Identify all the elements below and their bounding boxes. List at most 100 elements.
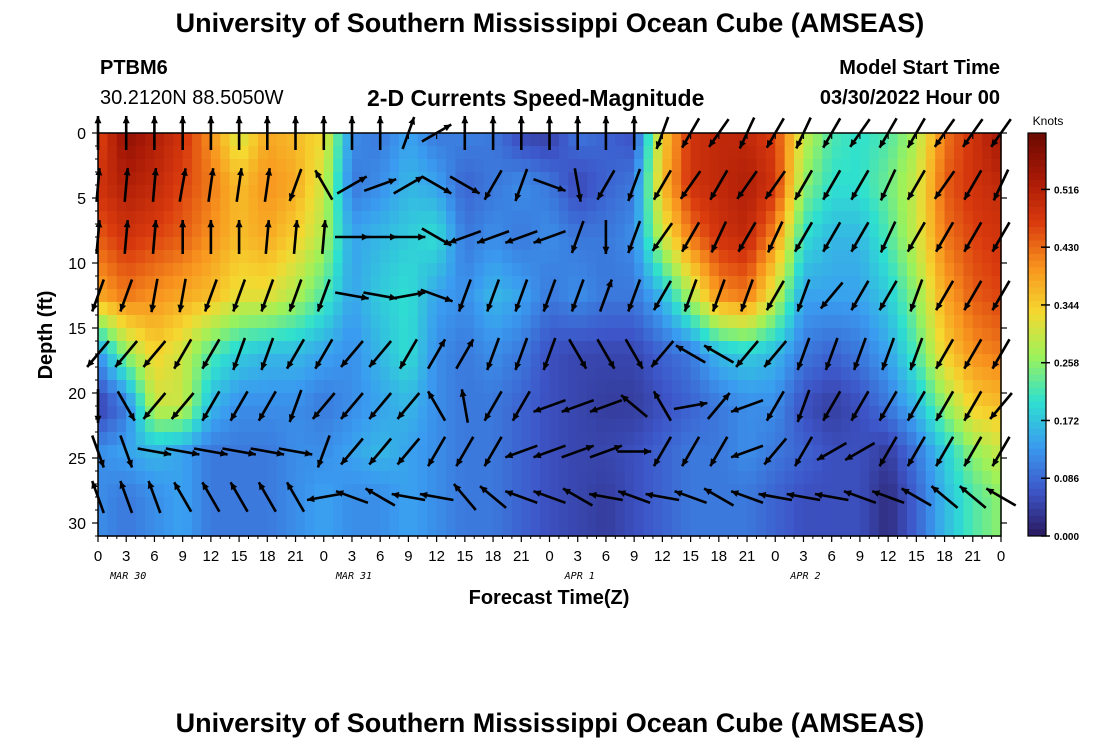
heat-cell [417, 406, 428, 420]
heat-cell [982, 198, 993, 212]
heat-cell [145, 458, 156, 472]
heat-cell [427, 211, 438, 225]
heat-cell [991, 497, 1002, 511]
heat-cell [295, 237, 306, 251]
vector-head [934, 139, 942, 147]
heat-cell [897, 445, 908, 459]
heat-cell [248, 237, 259, 251]
heat-cell [370, 172, 381, 186]
heat-cell [718, 263, 729, 277]
heat-cell [756, 289, 767, 303]
heat-cell [775, 471, 786, 485]
heat-cell [652, 172, 663, 186]
heat-cell [314, 146, 325, 160]
heat-cell [342, 276, 353, 290]
heat-cell [464, 367, 475, 381]
heat-cell [747, 250, 758, 264]
heat-cell [615, 315, 626, 329]
heat-cell [446, 445, 457, 459]
vector-head [959, 486, 968, 494]
heat-cell [182, 510, 193, 524]
heat-cell [361, 237, 372, 251]
heat-cell [624, 224, 635, 238]
heat-cell [681, 354, 692, 368]
colorbar-swatch [1028, 334, 1046, 342]
heat-cell [323, 133, 334, 147]
heat-cell [709, 380, 720, 394]
heat-cell [568, 263, 579, 277]
heat-cell [163, 328, 174, 342]
heat-cell [342, 237, 353, 251]
current-vector [222, 447, 257, 457]
heat-cell [239, 523, 250, 537]
heat-cell [493, 367, 504, 381]
heat-cell [276, 159, 287, 173]
heat-cell [784, 510, 795, 524]
heat-cell [286, 471, 297, 485]
heat-cell [239, 159, 250, 173]
heat-cell [389, 198, 400, 212]
heat-cell [803, 289, 814, 303]
heat-cell [276, 250, 287, 264]
heat-cell [812, 523, 823, 537]
heat-cell [568, 510, 579, 524]
heat-cell [953, 198, 964, 212]
colorbar-swatch [1028, 374, 1046, 383]
heat-cell [521, 172, 532, 186]
heat-cell [323, 523, 334, 537]
heat-cell [812, 432, 823, 446]
vector-head [823, 243, 830, 252]
heat-cell [257, 250, 268, 264]
heat-cell [972, 419, 983, 433]
model-start-label: Model Start Time [839, 57, 1000, 79]
heat-cell [408, 432, 419, 446]
heat-cell [276, 354, 287, 368]
heat-cell [869, 432, 880, 446]
heat-cell [464, 198, 475, 212]
heat-cell [878, 211, 889, 225]
vector-head [428, 391, 435, 400]
heat-cell [351, 523, 362, 537]
heat-cell [765, 380, 776, 394]
heat-cell [361, 497, 372, 511]
heat-cell [831, 237, 842, 251]
colorbar-title: Knots [1033, 114, 1064, 128]
heat-cell [502, 354, 513, 368]
heat-cell [718, 510, 729, 524]
heat-cell [276, 510, 287, 524]
heat-cell [690, 458, 701, 472]
heat-cell [925, 146, 936, 160]
heat-cell [380, 146, 391, 160]
heat-cell [455, 341, 466, 355]
heat-cell [126, 133, 137, 147]
heat-cell [681, 289, 692, 303]
heat-cell [549, 380, 560, 394]
heat-cell [220, 380, 231, 394]
heat-cell [483, 211, 494, 225]
heat-cell [756, 159, 767, 173]
heat-cell [822, 367, 833, 381]
heat-cell [869, 159, 880, 173]
heat-cell [681, 328, 692, 342]
heat-cell [276, 328, 287, 342]
x-tick-label: 18 [259, 548, 276, 565]
heat-cell [436, 237, 447, 251]
heat-cell [455, 328, 466, 342]
heat-cell [624, 250, 635, 264]
current-vector [336, 175, 368, 195]
colorbar-swatch [1028, 260, 1046, 268]
heat-cell [304, 302, 315, 316]
current-vector [314, 338, 334, 370]
heat-cell [417, 419, 428, 433]
heat-cell [98, 237, 109, 251]
vector-head [292, 220, 300, 228]
heat-cell [417, 510, 428, 524]
heat-cell [239, 380, 250, 394]
heat-cell [474, 393, 485, 407]
colorbar-frame [1027, 132, 1047, 537]
heat-cell [446, 159, 457, 173]
heat-cell [700, 380, 711, 394]
heat-cell [107, 445, 118, 459]
x-tick-label: 3 [348, 548, 356, 565]
vector-head [315, 360, 322, 369]
